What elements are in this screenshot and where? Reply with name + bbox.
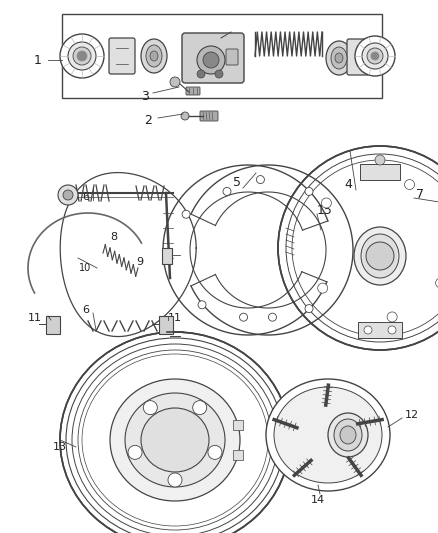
Circle shape [58,185,78,205]
Circle shape [256,175,265,183]
Text: 13: 13 [53,442,67,452]
Text: 9: 9 [137,257,144,267]
Text: 12: 12 [405,410,419,420]
Ellipse shape [141,408,209,472]
Circle shape [193,401,207,415]
FancyBboxPatch shape [186,87,200,95]
FancyBboxPatch shape [182,33,244,83]
Circle shape [208,446,222,459]
Bar [358,322,402,338]
Bar [360,164,400,180]
Circle shape [60,34,104,78]
Circle shape [366,242,394,270]
Circle shape [182,210,190,218]
Ellipse shape [150,51,158,61]
Ellipse shape [354,227,406,285]
Circle shape [364,326,372,334]
Circle shape [197,46,225,74]
Circle shape [268,313,276,321]
Ellipse shape [60,332,290,533]
Bar [46,316,60,334]
Circle shape [355,36,395,76]
Circle shape [375,155,385,165]
Circle shape [73,47,91,65]
Circle shape [436,278,438,288]
Text: 6: 6 [82,192,89,202]
Text: 2: 2 [144,114,152,126]
Circle shape [203,52,219,68]
Circle shape [388,326,396,334]
Text: 8: 8 [110,232,117,242]
Circle shape [240,313,247,321]
Bar [62,14,382,98]
Circle shape [405,180,415,190]
Circle shape [387,312,397,322]
Circle shape [278,146,438,350]
Circle shape [318,283,328,293]
Ellipse shape [141,39,167,73]
Ellipse shape [334,419,362,451]
Circle shape [197,70,205,78]
Circle shape [198,301,206,309]
Ellipse shape [335,53,343,63]
Circle shape [362,43,388,69]
Circle shape [181,112,189,120]
Bar [162,248,172,264]
Text: 10: 10 [79,263,91,273]
FancyBboxPatch shape [347,39,373,75]
Circle shape [77,51,87,61]
FancyBboxPatch shape [109,38,135,74]
Ellipse shape [361,234,399,278]
Text: 7: 7 [416,189,424,201]
Circle shape [223,188,231,196]
Circle shape [371,52,379,60]
Text: 1: 1 [34,53,42,67]
Ellipse shape [125,393,225,487]
Text: 14: 14 [311,495,325,505]
FancyBboxPatch shape [200,111,218,121]
Ellipse shape [340,426,356,444]
Circle shape [305,188,313,196]
Circle shape [128,446,142,459]
Ellipse shape [146,45,162,67]
Text: 11: 11 [168,313,182,323]
Ellipse shape [110,379,240,501]
Circle shape [143,401,157,415]
Circle shape [63,190,73,200]
Text: 4: 4 [344,179,352,191]
Text: 15: 15 [317,204,333,216]
Text: 6: 6 [82,305,89,315]
Circle shape [321,198,332,208]
Bar [233,450,243,460]
Circle shape [168,473,182,487]
Ellipse shape [331,47,347,69]
Text: 3: 3 [141,91,149,103]
FancyBboxPatch shape [226,49,238,65]
Ellipse shape [274,387,382,483]
Bar [233,420,243,430]
Ellipse shape [328,413,368,457]
Text: 5: 5 [233,176,241,190]
Ellipse shape [326,41,352,75]
Circle shape [367,48,383,64]
Ellipse shape [266,379,390,491]
Bar [159,316,173,334]
Circle shape [215,70,223,78]
Circle shape [170,77,180,87]
Circle shape [305,304,313,312]
Text: 11: 11 [28,313,42,323]
Circle shape [68,42,96,70]
